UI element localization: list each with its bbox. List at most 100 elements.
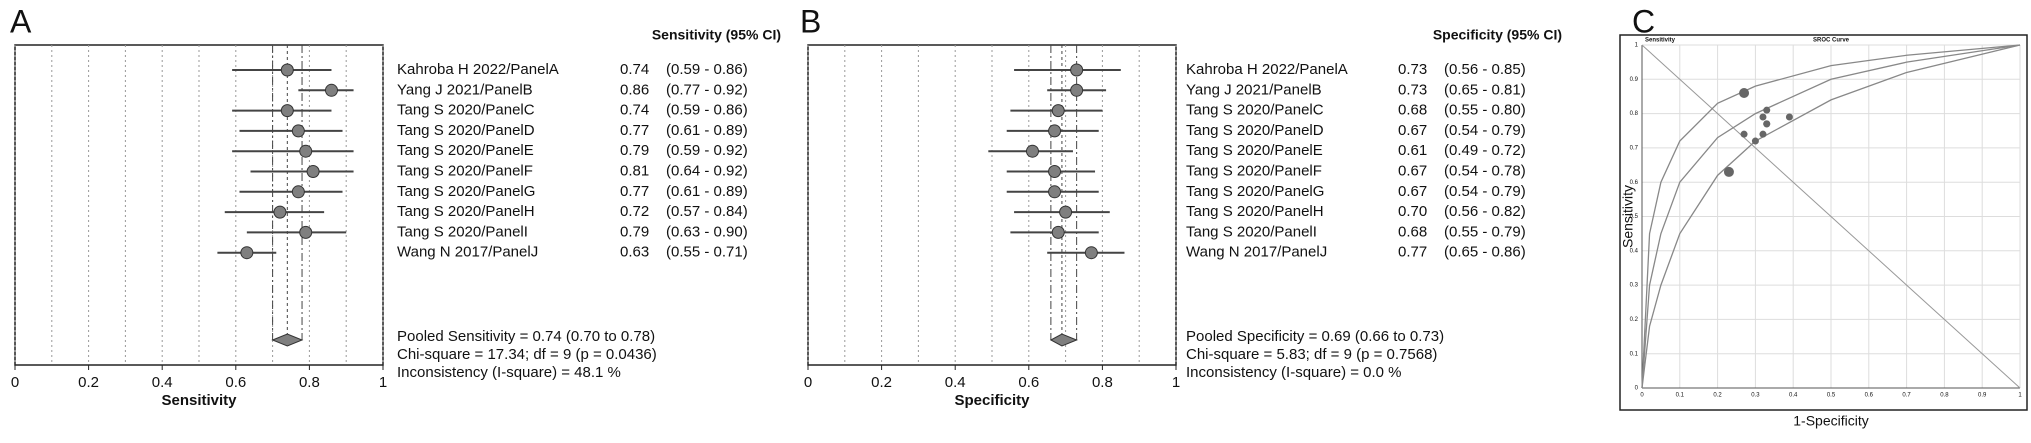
study-name: Wang N 2017/PanelJ: [397, 244, 538, 261]
study-name: Yang J 2021/PanelB: [1186, 81, 1322, 98]
study-point: [1048, 165, 1062, 178]
study-name: Tang S 2020/PanelH: [397, 203, 535, 220]
y-axis-label: Sensitivity: [1620, 185, 1636, 248]
study-point: [280, 104, 294, 118]
study-name: Tang S 2020/PanelC: [1186, 102, 1324, 119]
column-header: Specificity (95% CI): [1433, 27, 1562, 43]
study-point: [1785, 113, 1793, 121]
study-point: [1751, 137, 1759, 145]
x-tick-label: 0.1: [1676, 393, 1685, 399]
ci-label: (0.54 - 0.79): [1444, 183, 1526, 200]
study-point: [240, 246, 254, 260]
value-label: 0.79: [620, 223, 649, 240]
x-axis-label: 1-Specificity: [1793, 413, 1868, 429]
stat-text: Pooled Specificity = 0.69 (0.66 to 0.73): [1186, 328, 1444, 345]
value-label: 0.67: [1398, 183, 1427, 200]
value-label: 0.77: [620, 122, 649, 139]
value-label: 0.61: [1398, 142, 1427, 159]
pooled-diamond: [1049, 333, 1078, 347]
y-tick-label: 1: [1635, 43, 1639, 49]
study-point: [324, 83, 338, 97]
study-name: Tang S 2020/PanelD: [1186, 122, 1324, 139]
ci-label: (0.63 - 0.90): [666, 223, 748, 240]
study-point: [1048, 185, 1062, 199]
x-tick-label: 0.2: [1713, 393, 1722, 399]
study-point: [1025, 144, 1039, 158]
ci-label: (0.54 - 0.78): [1444, 162, 1526, 179]
ci-label: (0.61 - 0.89): [666, 183, 748, 200]
study-point: [1051, 104, 1065, 118]
study-name: Tang S 2020/PanelG: [397, 183, 535, 200]
x-tick-label: 0.3: [1751, 393, 1760, 399]
ci-label: (0.55 - 0.71): [666, 244, 748, 261]
value-label: 0.63: [620, 244, 649, 261]
ci-label: (0.54 - 0.79): [1444, 122, 1526, 139]
y-tick-label: 0.2: [1630, 317, 1639, 323]
study-point: [291, 185, 305, 199]
x-tick-label: 0: [1640, 393, 1644, 399]
stat-text: Chi-square = 5.83; df = 9 (p = 0.7568): [1186, 346, 1437, 363]
ci-label: (0.55 - 0.80): [1444, 102, 1526, 119]
panel-frame: [1619, 34, 2028, 411]
x-tick-label: 1: [1172, 374, 1180, 391]
x-tick-label: 0.2: [871, 374, 892, 391]
y-tick-label: 0.8: [1630, 111, 1639, 117]
x-tick-label: 0.4: [1789, 393, 1798, 399]
study-name: Kahroba H 2022/PanelA: [1186, 61, 1348, 78]
ci-label: (0.56 - 0.82): [1444, 203, 1526, 220]
x-tick-label: 0: [804, 374, 812, 391]
ci-label: (0.59 - 0.86): [666, 102, 748, 119]
study-point: [1051, 225, 1065, 239]
value-label: 0.67: [1398, 162, 1427, 179]
x-axis-label: Specificity: [954, 392, 1030, 409]
study-point: [1070, 63, 1084, 77]
x-tick-label: 0.4: [152, 374, 173, 391]
study-name: Tang S 2020/PanelD: [397, 122, 535, 139]
ci-label: (0.65 - 0.86): [1444, 244, 1526, 261]
sroc-curve: [1641, 44, 2021, 389]
study-point: [1070, 83, 1084, 97]
panel-label: A: [10, 3, 32, 39]
study-point: [273, 205, 287, 219]
study-name: Tang S 2020/PanelE: [397, 142, 534, 159]
value-label: 0.73: [1398, 81, 1427, 98]
reference-line: [1641, 44, 2021, 389]
study-point: [1759, 113, 1767, 121]
stat-text: Inconsistency (I-square) = 0.0 %: [1186, 364, 1402, 381]
x-tick-label: 0.6: [1018, 374, 1039, 391]
study-name: Kahroba H 2022/PanelA: [397, 61, 559, 78]
sroc-curve: [1641, 44, 2021, 389]
column-header: Sensitivity (95% CI): [652, 27, 781, 43]
stat-text: Chi-square = 17.34; df = 9 (p = 0.0436): [397, 346, 657, 363]
study-point: [306, 165, 320, 178]
study-point: [299, 144, 313, 158]
study-point: [299, 225, 313, 239]
x-tick-label: 0.8: [1940, 393, 1949, 399]
study-name: Tang S 2020/PanelI: [397, 223, 528, 240]
x-tick-label: 0.6: [225, 374, 246, 391]
study-point: [1048, 124, 1062, 138]
study-name: Tang S 2020/PanelE: [1186, 142, 1323, 159]
x-tick-label: 0: [11, 374, 19, 391]
x-tick-label: 0.8: [299, 374, 320, 391]
ci-label: (0.57 - 0.84): [666, 203, 748, 220]
study-name: Tang S 2020/PanelF: [397, 162, 533, 179]
value-label: 0.72: [620, 203, 649, 220]
pooled-diamond: [271, 333, 304, 347]
ci-label: (0.65 - 0.81): [1444, 81, 1526, 98]
study-name: Yang J 2021/PanelB: [397, 81, 533, 98]
value-label: 0.68: [1398, 102, 1427, 119]
y-tick-label: 0.9: [1630, 77, 1639, 83]
stat-text: Inconsistency (I-square) = 48.1 %: [397, 364, 621, 381]
study-name: Wang N 2017/PanelJ: [1186, 244, 1327, 261]
value-label: 0.74: [620, 102, 649, 119]
panel-label: C: [1632, 3, 1655, 39]
y-tick-label: 0.7: [1630, 145, 1639, 151]
study-name: Tang S 2020/PanelH: [1186, 203, 1324, 220]
value-label: 0.79: [620, 142, 649, 159]
sroc-curve: [1641, 44, 2021, 389]
ci-label: (0.59 - 0.92): [666, 142, 748, 159]
ci-label: (0.59 - 0.86): [666, 61, 748, 78]
study-point: [280, 63, 294, 77]
